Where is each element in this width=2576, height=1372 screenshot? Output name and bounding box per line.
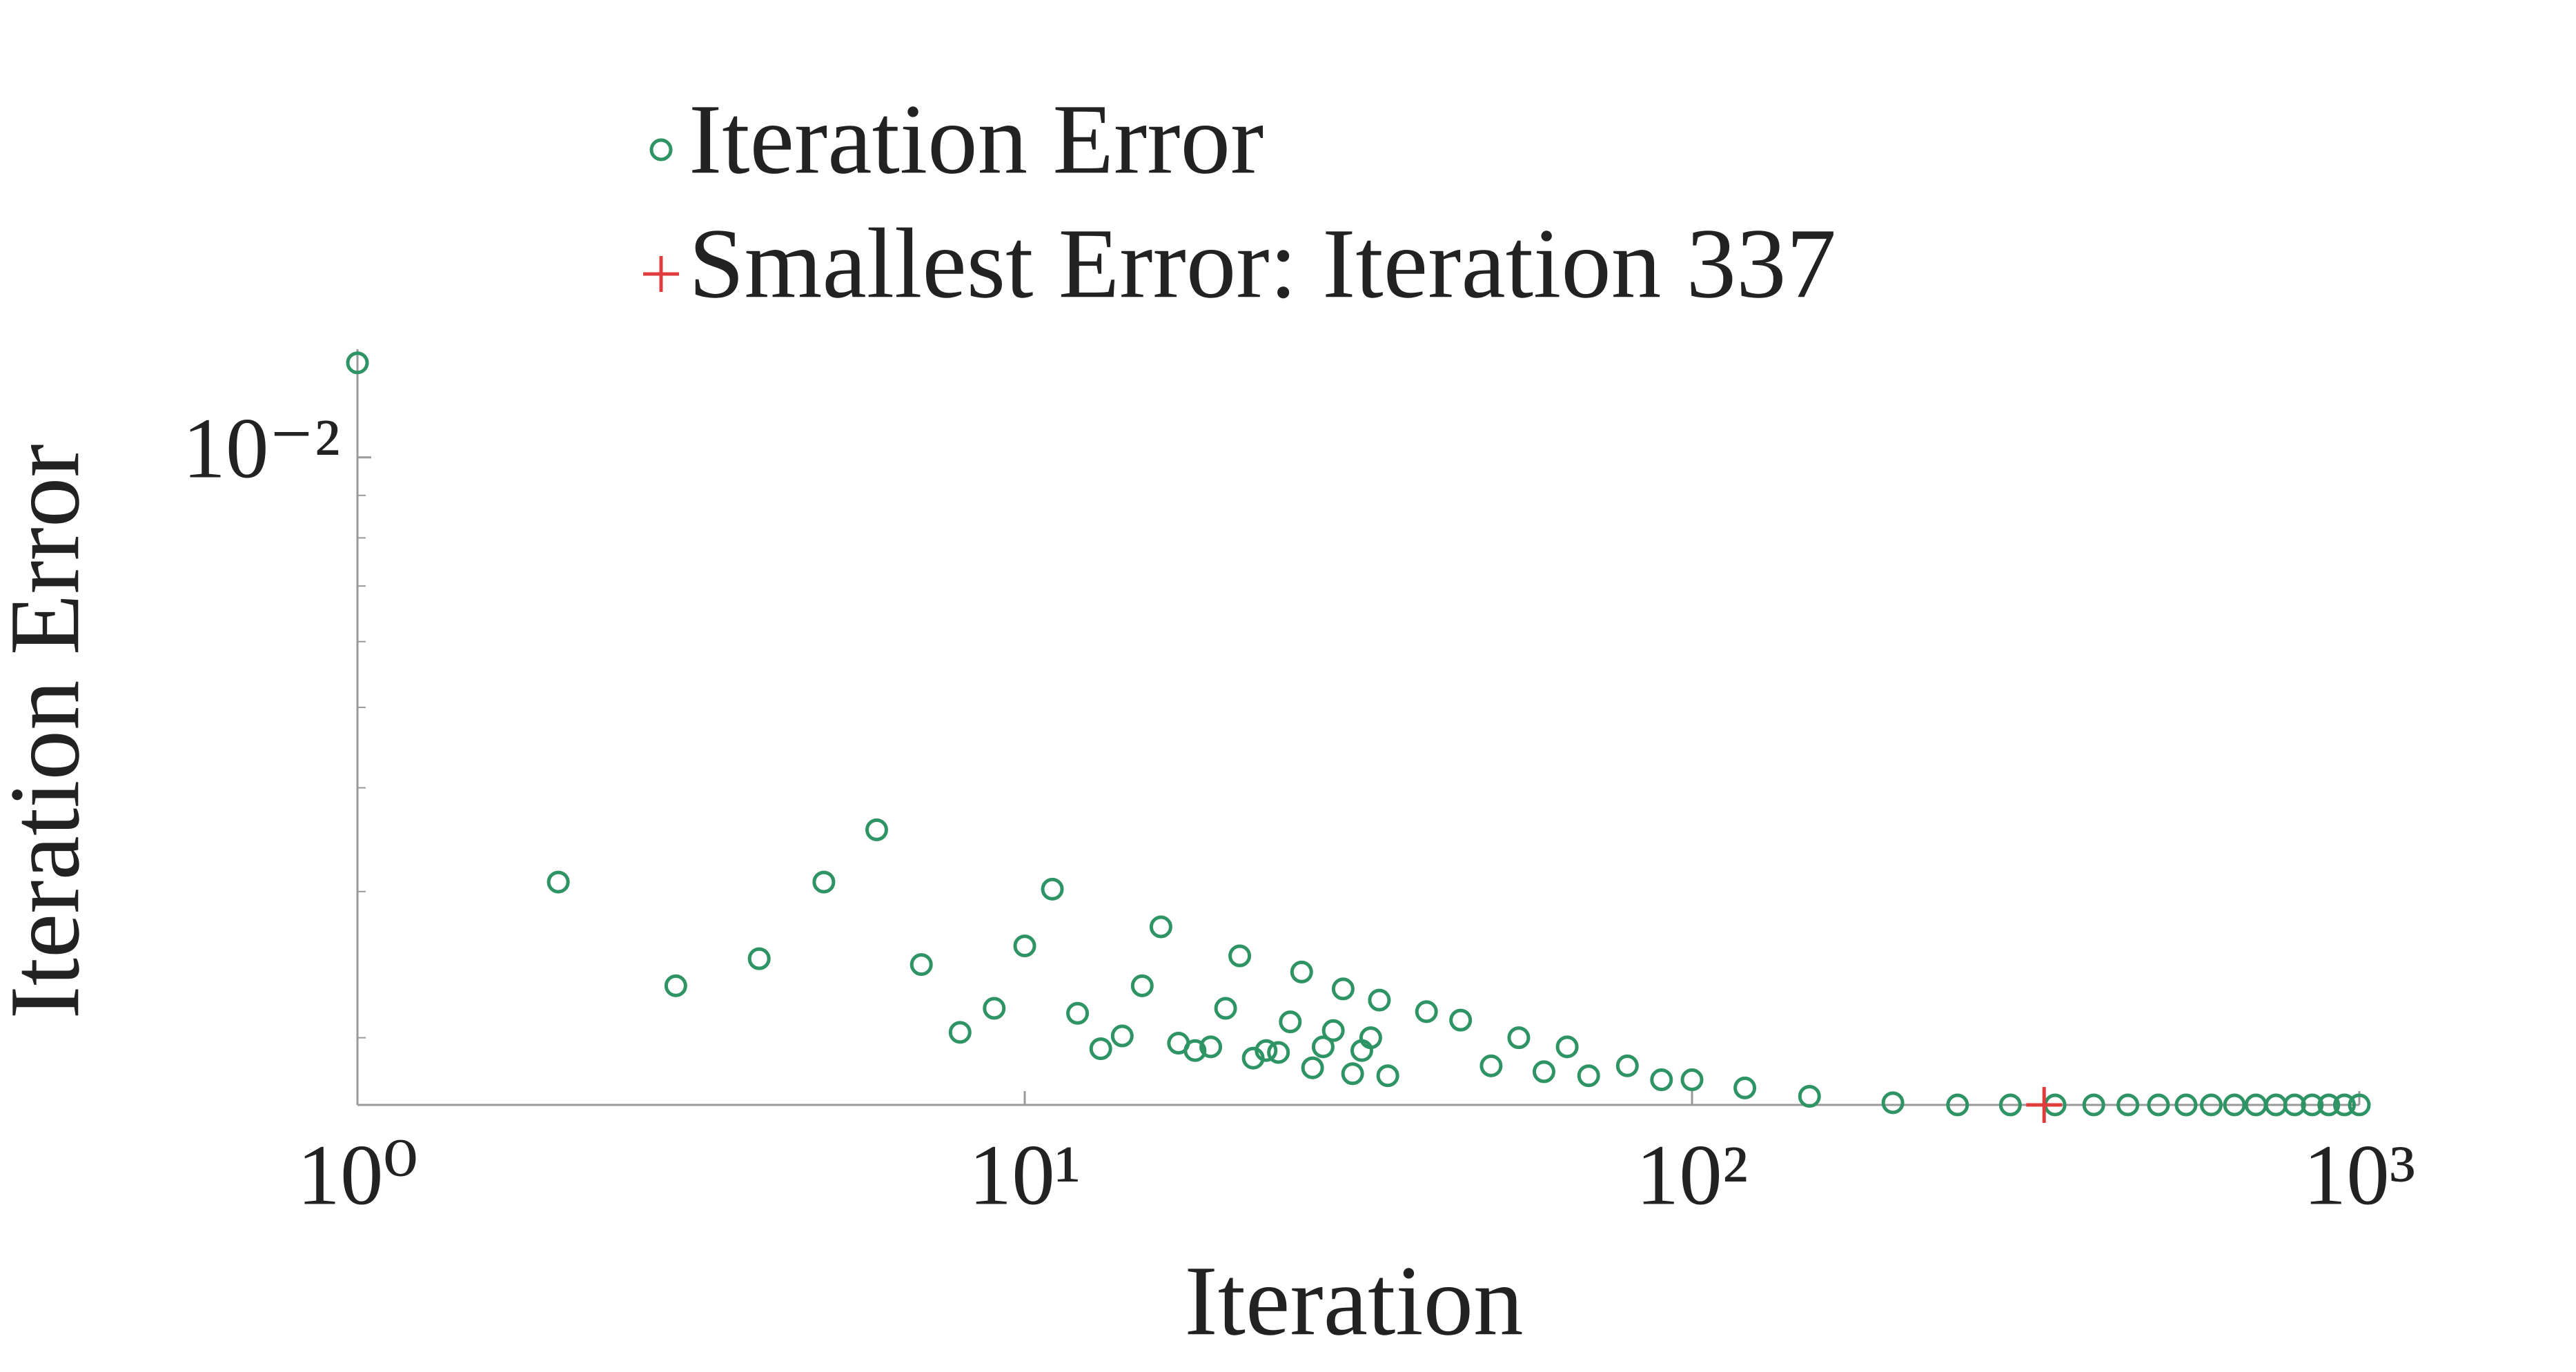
point bbox=[1041, 877, 1064, 901]
point bbox=[1089, 1037, 1112, 1061]
legend-label: Iteration Error bbox=[689, 84, 1264, 195]
point bbox=[1331, 977, 1355, 1001]
point bbox=[983, 997, 1006, 1020]
point bbox=[2348, 1093, 2371, 1117]
point bbox=[1279, 1010, 1302, 1034]
point bbox=[1311, 1035, 1335, 1059]
point bbox=[1680, 1068, 1704, 1092]
point bbox=[1532, 1060, 1555, 1084]
legend-marker bbox=[643, 256, 679, 292]
point bbox=[1798, 1085, 1821, 1108]
point bbox=[346, 351, 369, 375]
point bbox=[2082, 1093, 2105, 1117]
point bbox=[547, 870, 570, 894]
point bbox=[2332, 1093, 2356, 1117]
point bbox=[1577, 1064, 1600, 1088]
point bbox=[1376, 1064, 1399, 1088]
point bbox=[2174, 1093, 2198, 1117]
point bbox=[1341, 1062, 1364, 1086]
point bbox=[1415, 1000, 1438, 1023]
point bbox=[1555, 1035, 1579, 1059]
point bbox=[1130, 974, 1154, 997]
point bbox=[910, 953, 933, 977]
point bbox=[2223, 1093, 2246, 1117]
point bbox=[1321, 1019, 1345, 1042]
point bbox=[2026, 1087, 2063, 1123]
point bbox=[2147, 1093, 2170, 1117]
point bbox=[2116, 1093, 2140, 1117]
y-axis-label: Iteration Error bbox=[0, 444, 100, 1019]
x-tick-label: 10¹ bbox=[969, 1128, 1081, 1224]
point bbox=[1199, 1035, 1223, 1059]
point bbox=[1507, 1026, 1531, 1050]
point bbox=[2317, 1093, 2341, 1117]
point bbox=[2283, 1093, 2306, 1117]
point bbox=[1013, 934, 1036, 958]
point bbox=[1066, 1001, 1090, 1025]
point bbox=[1267, 1041, 1290, 1064]
y-tick-label: 10⁻² bbox=[183, 401, 340, 496]
point bbox=[1149, 915, 1172, 939]
x-tick-label: 10³ bbox=[2303, 1128, 2415, 1224]
point bbox=[664, 974, 687, 997]
x-tick-label: 10⁰ bbox=[297, 1128, 417, 1224]
point bbox=[1301, 1056, 1324, 1079]
point bbox=[1290, 960, 1313, 983]
legend-label: Smallest Error: Iteration 337 bbox=[689, 208, 1836, 319]
point bbox=[948, 1021, 972, 1044]
point bbox=[1650, 1068, 1673, 1092]
point bbox=[1368, 988, 1391, 1012]
point bbox=[1946, 1093, 1969, 1117]
x-tick-label: 10² bbox=[1636, 1128, 1748, 1224]
point bbox=[2199, 1093, 2223, 1117]
x-axis-label: Iteration bbox=[1184, 1246, 1523, 1356]
legend-marker bbox=[649, 138, 673, 161]
point bbox=[1479, 1054, 1503, 1077]
point bbox=[1214, 997, 1237, 1020]
point bbox=[812, 870, 836, 894]
point bbox=[1183, 1039, 1207, 1062]
point bbox=[1733, 1076, 1757, 1099]
point bbox=[1255, 1039, 1278, 1062]
point bbox=[1615, 1054, 1639, 1077]
point bbox=[865, 818, 888, 841]
point bbox=[1110, 1024, 1134, 1048]
point bbox=[1881, 1091, 1905, 1115]
point bbox=[2301, 1093, 2324, 1117]
point bbox=[1228, 944, 1252, 968]
point bbox=[1449, 1008, 1473, 1032]
point bbox=[747, 947, 771, 970]
point bbox=[1998, 1093, 2022, 1117]
point bbox=[1359, 1026, 1382, 1050]
